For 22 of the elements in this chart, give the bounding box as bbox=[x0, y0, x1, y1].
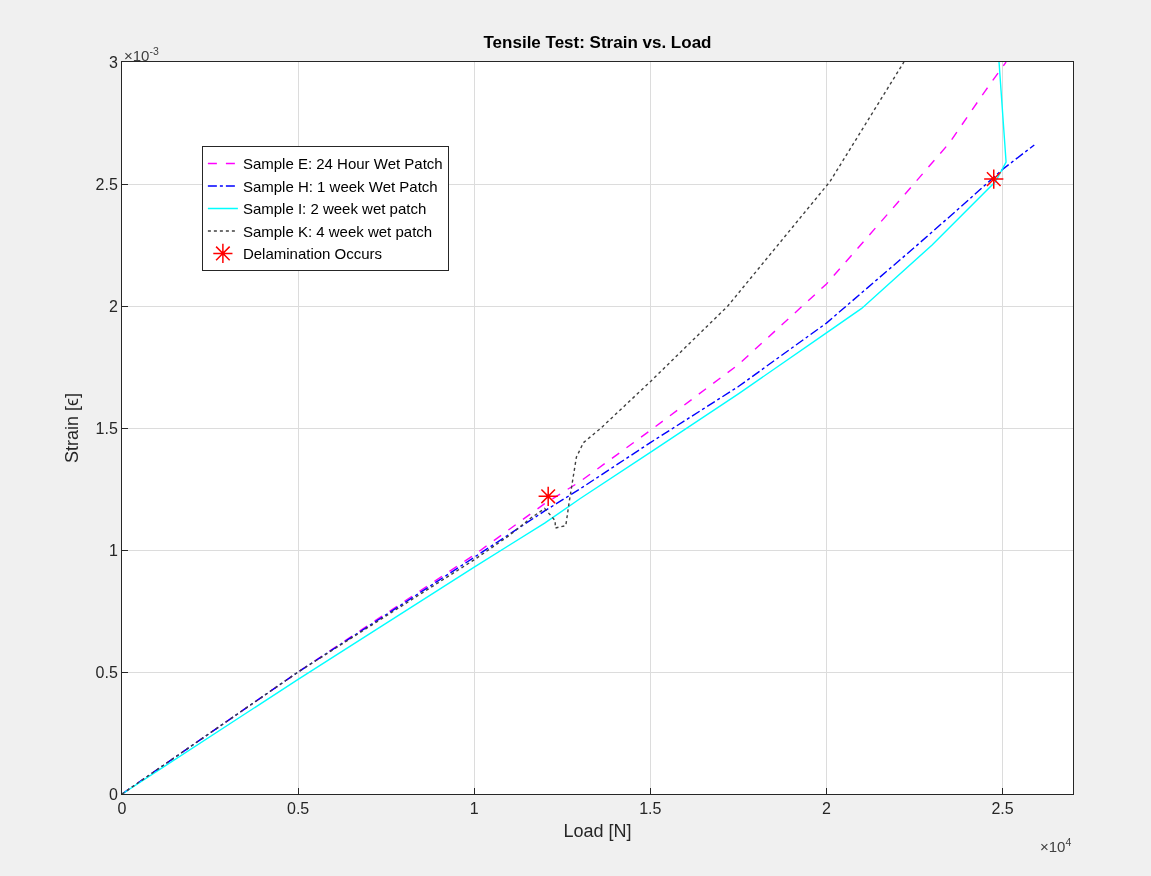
x-tick-label: 1 bbox=[469, 800, 479, 818]
y-tick-label: 1.5 bbox=[95, 419, 118, 437]
y-tick-label: 0.5 bbox=[95, 663, 118, 681]
text: ×10$^{4}$ bbox=[1040, 836, 1072, 856]
legend-label: Delamination Occurs bbox=[242, 245, 383, 263]
y-tick-label: 2.5 bbox=[95, 175, 118, 193]
x-axis-title: Load [N] bbox=[563, 821, 632, 842]
y-tick-label: 0 bbox=[108, 785, 118, 803]
y-axis-title: Strain [ϵ] bbox=[61, 393, 82, 463]
annotation: ×10$^{-3}$ bbox=[124, 45, 159, 65]
y-tick-label: 1 bbox=[108, 541, 118, 559]
legend-label: Sample H: 1 week Wet Patch bbox=[242, 177, 438, 195]
chart-title: Tensile Test: Strain vs. Load bbox=[483, 33, 712, 53]
legend-label: Sample I: 2 week wet patch bbox=[242, 200, 427, 218]
y-tick-label: 2 bbox=[108, 297, 118, 315]
y-tick-label: 3 bbox=[108, 53, 118, 71]
x-tick-label: 0.5 bbox=[286, 800, 310, 818]
legend-label: Sample E: 24 Hour Wet Patch bbox=[242, 155, 443, 173]
x-tick-label: 1.5 bbox=[639, 800, 662, 818]
x-tick-label: 2.5 bbox=[991, 800, 1014, 818]
legend-label: Sample K: 4 week wet patch bbox=[242, 222, 433, 240]
x-tick-label: 2 bbox=[821, 800, 831, 818]
